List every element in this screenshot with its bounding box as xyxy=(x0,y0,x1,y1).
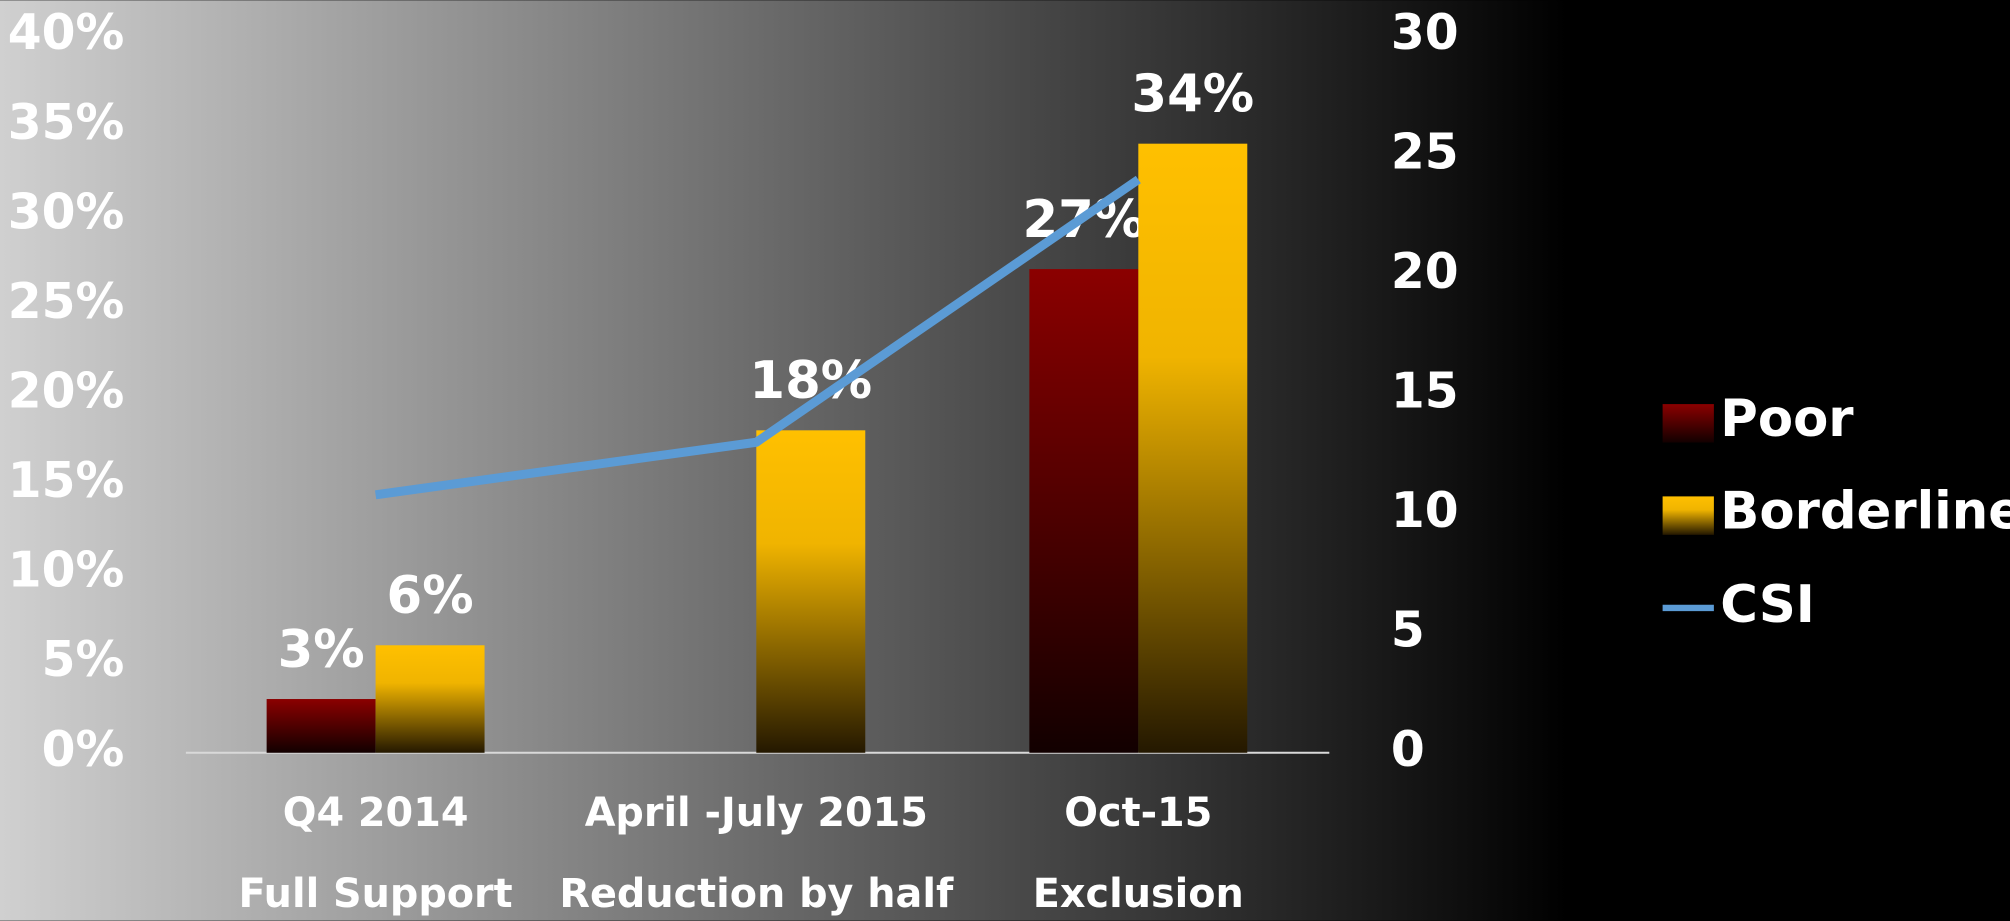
bar xyxy=(266,699,376,753)
legend-label: Poor xyxy=(1720,389,1854,449)
bar xyxy=(1029,269,1139,753)
y2-tick-label: 25 xyxy=(1391,125,1459,181)
x-tick-label: April -July 2015 xyxy=(585,790,928,836)
legend-label: CSI xyxy=(1720,575,1815,635)
bar xyxy=(1138,143,1248,753)
y2-tick-label: 15 xyxy=(1391,363,1459,419)
y2-tick-label: 30 xyxy=(1391,5,1459,61)
legend-label: Borderline xyxy=(1720,481,2010,541)
data-label: 34% xyxy=(1131,65,1254,125)
x-tick-label: Oct-15 xyxy=(1064,790,1212,836)
y-tick-label: 30% xyxy=(8,184,125,240)
legend-swatch xyxy=(1662,496,1714,535)
x-tick-label: Q4 2014 xyxy=(283,790,469,836)
x-tick-note: Reduction by half xyxy=(559,871,954,917)
bar xyxy=(375,645,485,753)
y-tick-label: 35% xyxy=(8,95,125,151)
y-tick-label: 10% xyxy=(8,543,125,599)
y2-tick-label: 20 xyxy=(1391,244,1459,300)
x-tick-note: Exclusion xyxy=(1033,871,1244,917)
y-tick-label: 15% xyxy=(8,453,125,509)
legend-swatch xyxy=(1662,404,1714,443)
y-tick-label: 25% xyxy=(8,274,125,330)
data-label: 3% xyxy=(278,620,365,680)
y-tick-label: 5% xyxy=(42,632,125,688)
bar xyxy=(756,430,866,753)
y2-tick-label: 10 xyxy=(1391,483,1459,539)
x-tick-note: Full Support xyxy=(239,871,513,917)
y-tick-label: 0% xyxy=(42,722,125,778)
y2-tick-label: 0 xyxy=(1391,722,1425,778)
line xyxy=(374,175,1141,500)
y2-tick-label: 5 xyxy=(1391,602,1425,658)
y-tick-label: 20% xyxy=(8,363,125,419)
y-tick-label: 40% xyxy=(8,5,125,61)
data-label: 6% xyxy=(387,566,474,626)
